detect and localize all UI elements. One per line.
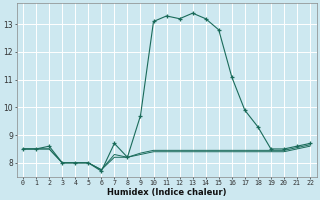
X-axis label: Humidex (Indice chaleur): Humidex (Indice chaleur) [107, 188, 226, 197]
